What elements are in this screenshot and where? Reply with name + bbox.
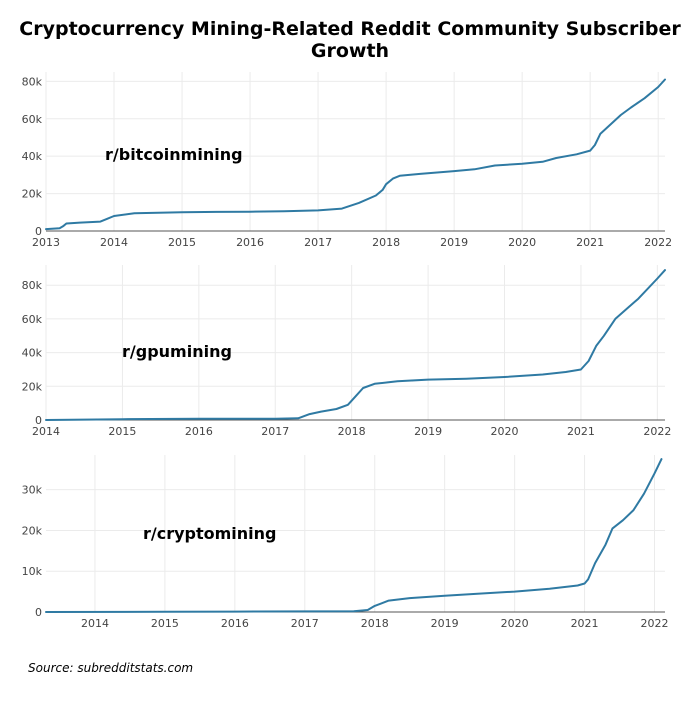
y-tick-label: 80k — [22, 75, 43, 88]
x-tick-label: 2017 — [261, 425, 289, 438]
series-line-bitcoinmining — [45, 78, 666, 231]
panel-cryptomining: 0 10k 20k 30k 2014 2015 2016 2017 2018 2019 2020 20… — [22, 455, 669, 630]
subreddit-label-cryptomining: r/cryptomining — [143, 524, 277, 543]
x-tick-label: 2018 — [361, 617, 389, 630]
subreddit-label-gpumining: r/gpumining — [122, 342, 232, 361]
x-tick-label: 2017 — [304, 236, 332, 249]
x-tick-label: 2018 — [338, 425, 366, 438]
chart-title: Cryptocurrency Mining-Related Reddit Com… — [19, 18, 681, 62]
x-tick-label: 2016 — [185, 425, 213, 438]
y-tick-label: 20k — [22, 524, 43, 537]
y-tick-label: 80k — [22, 279, 43, 292]
series-line-gpumining — [45, 269, 666, 421]
x-tick-label: 2017 — [291, 617, 319, 630]
x-tick-label: 2015 — [108, 425, 136, 438]
x-tick-label: 2013 — [32, 236, 60, 249]
x-tick-label: 2021 — [567, 425, 595, 438]
x-tick-label: 2020 — [501, 617, 529, 630]
x-tick-label: 2018 — [372, 236, 400, 249]
x-tick-label: 2021 — [571, 617, 599, 630]
x-tick-label: 2016 — [221, 617, 249, 630]
x-tick-label: 2022 — [644, 236, 672, 249]
y-tick-label: 0 — [35, 606, 42, 619]
y-tick-label: 40k — [22, 150, 43, 163]
x-tick-label: 2021 — [576, 236, 604, 249]
y-tick-label: 0 — [35, 414, 42, 427]
x-tick-label: 2022 — [641, 617, 669, 630]
x-tick-label: 2014 — [100, 236, 128, 249]
x-tick-label: 2016 — [236, 236, 264, 249]
x-tick-label: 2019 — [440, 236, 468, 249]
panel-gpumining: 0 20k 40k 60k 80k 2014 2015 2016 2017 2018 2019 202… — [22, 265, 671, 438]
y-tick-label: 10k — [22, 565, 43, 578]
x-tick-label: 2014 — [32, 425, 60, 438]
x-tick-label: 2020 — [508, 236, 536, 249]
x-tick-label: 2015 — [168, 236, 196, 249]
y-tick-label: 20k — [22, 188, 43, 201]
y-tick-label: 20k — [22, 380, 43, 393]
x-tick-label: 2019 — [414, 425, 442, 438]
y-tick-label: 40k — [22, 347, 43, 360]
x-tick-label: 2015 — [151, 617, 179, 630]
source-note: Source: subredditstats.com — [28, 661, 194, 675]
panel-bitcoinmining: 0 20k 40k 60k 80k 2013 2014 2015 2016 2017 2018 201… — [22, 72, 672, 249]
y-tick-label: 60k — [22, 113, 43, 126]
y-tick-label: 30k — [22, 484, 43, 497]
subreddit-label-bitcoinmining: r/bitcoinmining — [105, 145, 243, 164]
y-tick-label: 60k — [22, 313, 43, 326]
x-tick-label: 2014 — [81, 617, 109, 630]
y-tick-label: 0 — [35, 225, 42, 238]
x-tick-label: 2022 — [643, 425, 671, 438]
x-tick-label: 2019 — [431, 617, 459, 630]
series-line-cryptomining — [45, 458, 663, 613]
x-tick-label: 2020 — [491, 425, 519, 438]
